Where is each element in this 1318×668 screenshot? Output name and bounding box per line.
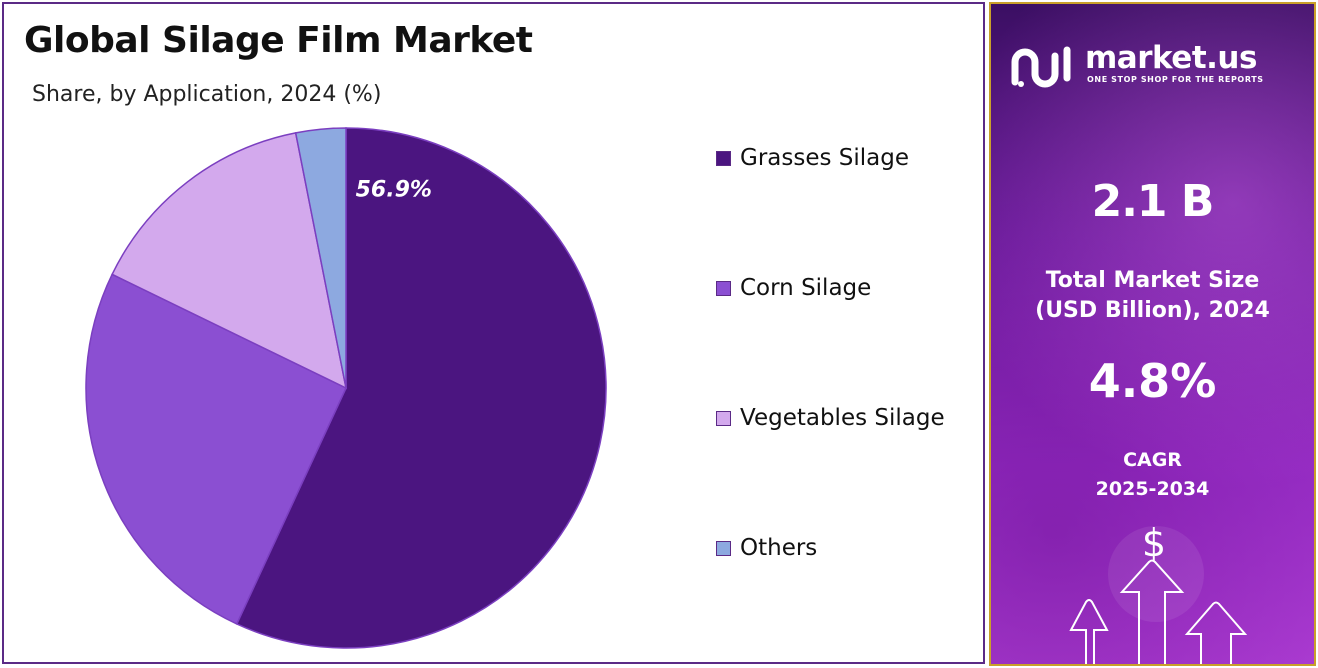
arrow-up-left-icon	[1069, 599, 1109, 664]
pie-data-label: 56.9%	[356, 177, 432, 202]
market-size-value: 2.1 B	[1091, 176, 1215, 227]
brand-tagline: ONE STOP SHOP FOR THE REPORTS	[1087, 75, 1264, 84]
pie-slice-vegetables-silage	[111, 132, 348, 390]
cagr-label: CAGR 2025-2034	[991, 446, 1314, 504]
legend-swatch	[716, 280, 731, 296]
arrow-up-right-icon	[1184, 601, 1248, 664]
pie-slice-others	[294, 127, 347, 389]
pie-chart: 56.9%	[85, 127, 607, 649]
legend-item: Others	[716, 535, 817, 561]
legend-label: Vegetables Silage	[740, 405, 945, 431]
cagr-value: 4.8%	[1088, 354, 1217, 408]
dollar-icon: $	[1142, 521, 1166, 565]
arrow-up-center-icon	[1119, 559, 1185, 664]
legend-swatch	[716, 540, 731, 556]
chart-subtitle: Share, by Application, 2024 (%)	[32, 82, 382, 107]
stats-panel: market.us ONE STOP SHOP FOR THE REPORTS …	[989, 2, 1316, 666]
legend-item: Vegetables Silage	[716, 405, 945, 431]
legend-label: Others	[740, 535, 818, 561]
market-size-label-line1: Total Market Size	[1045, 268, 1260, 293]
market-size-label: Total Market Size (USD Billion), 2024	[991, 266, 1314, 326]
pie-slice-corn-silage	[85, 273, 347, 625]
panel-background	[991, 4, 1314, 664]
growth-arrows-icon: $	[1069, 521, 1248, 664]
cagr-label-line2: 2025-2034	[1095, 478, 1210, 500]
legend-item: Corn Silage	[716, 275, 871, 301]
pie-slice-grasses-silage	[235, 127, 607, 649]
legend-swatch	[716, 150, 731, 166]
chart-title: Global Silage Film Market	[24, 20, 533, 61]
market-size-label-line2: (USD Billion), 2024	[1035, 298, 1270, 323]
legend-label: Corn Silage	[740, 275, 872, 301]
brand-name: market.us	[1085, 40, 1257, 76]
cagr-label-line1: CAGR	[1123, 449, 1182, 471]
legend-label: Grasses Silage	[740, 145, 910, 171]
legend-swatch	[716, 410, 731, 426]
coin-circle-icon	[1108, 526, 1204, 622]
legend-item: Grasses Silage	[716, 145, 909, 171]
market-us-logo-icon	[1011, 46, 1071, 88]
